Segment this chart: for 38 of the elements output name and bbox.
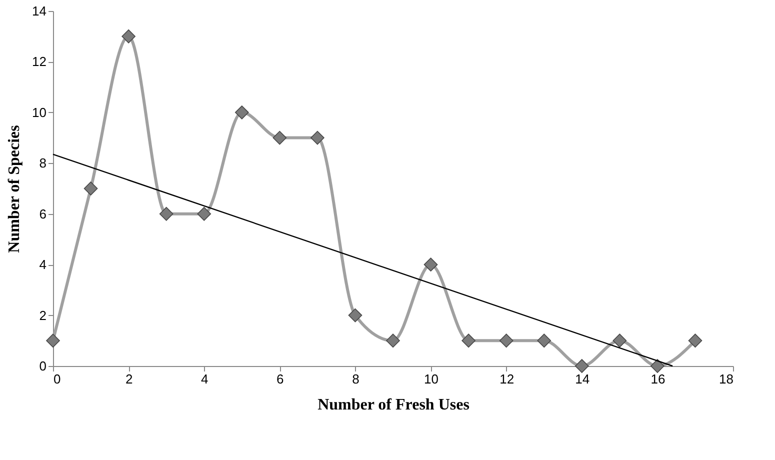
- point: [499, 334, 514, 348]
- y-tick-label: 2: [39, 308, 46, 323]
- point: [84, 182, 98, 196]
- x-tick-label: 16: [650, 372, 666, 386]
- x-tick-label: 8: [352, 372, 360, 386]
- point: [310, 130, 324, 145]
- point: [159, 206, 174, 221]
- x-tick-label: 4: [200, 372, 208, 386]
- point: [574, 359, 589, 373]
- point: [612, 334, 627, 348]
- point: [462, 334, 476, 348]
- y-tick-label: 10: [32, 104, 46, 120]
- x-tick-label: 0: [54, 372, 61, 386]
- point: [537, 334, 552, 348]
- y-tick-label: 0: [39, 358, 46, 374]
- x-tick-label: 10: [424, 372, 439, 386]
- point: [197, 206, 212, 221]
- x-tick-label: 18: [719, 372, 734, 386]
- y-tick-label: 12: [32, 54, 46, 70]
- point: [122, 29, 136, 44]
- point: [688, 334, 702, 348]
- y-tick-label: 6: [39, 206, 46, 222]
- y-tick-label: 8: [39, 156, 46, 171]
- point: [46, 334, 60, 348]
- point: [650, 359, 664, 373]
- y-tick-label: 4: [39, 257, 46, 272]
- x-tick-label: 12: [500, 372, 514, 386]
- y-axis-title: Number of Species: [6, 125, 24, 253]
- point: [424, 258, 438, 272]
- point: [272, 130, 287, 145]
- x-tick-label: 14: [575, 372, 590, 386]
- x-axis-title: Number of Fresh Uses: [318, 396, 470, 414]
- y-tick-label: 14: [32, 4, 46, 18]
- x-tick-label: 6: [276, 372, 284, 386]
- x-tick-label: 2: [125, 372, 133, 386]
- point: [348, 308, 362, 322]
- point: [234, 106, 249, 120]
- point: [386, 334, 400, 348]
